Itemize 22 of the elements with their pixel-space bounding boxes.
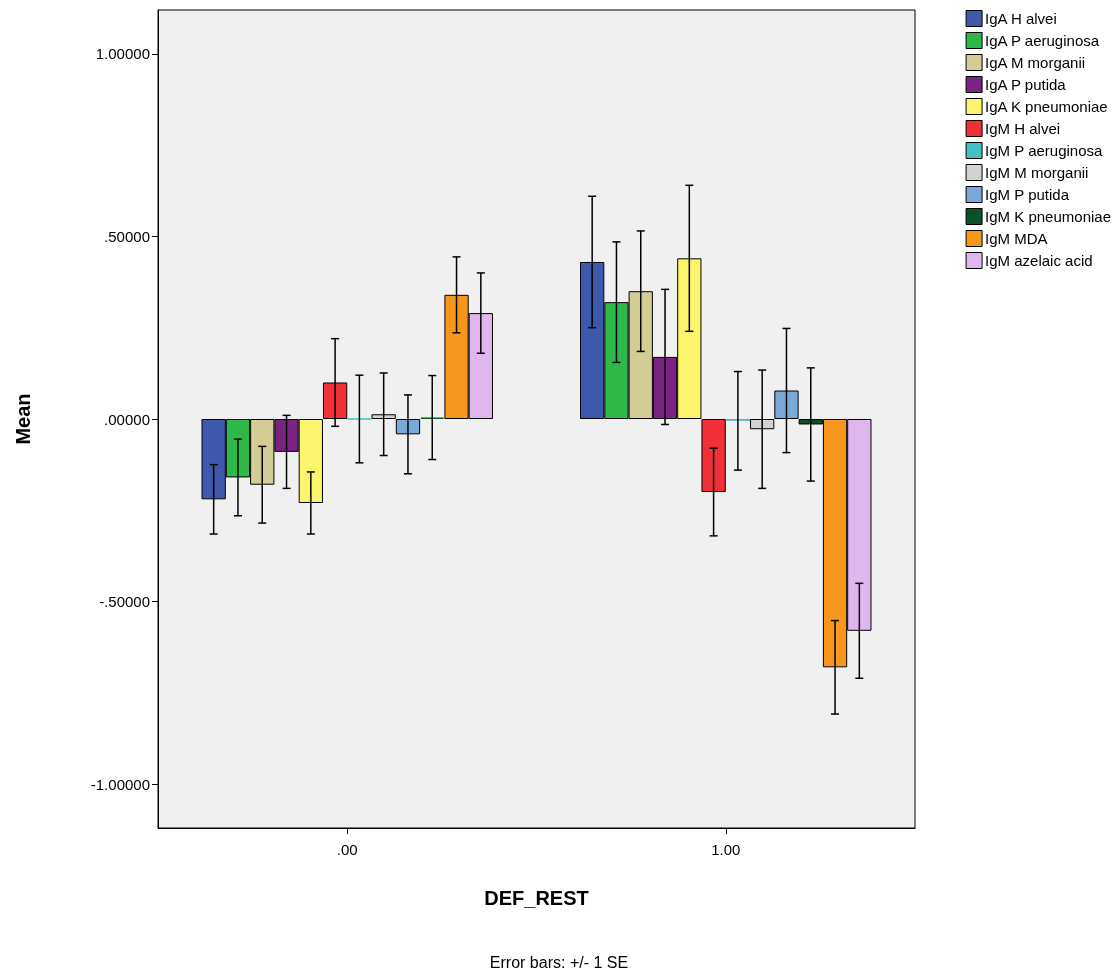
- legend-label: IgM M morganii: [985, 164, 1089, 181]
- legend-label: IgM H alvei: [985, 120, 1061, 137]
- y-axis-title: Mean: [12, 393, 34, 445]
- legend-label: IgA P aeruginosa: [985, 32, 1100, 49]
- text: Error bars: +/- 1 SE: [489, 953, 629, 971]
- legend-label: IgM azelaic acid: [985, 252, 1093, 269]
- legend-label: IgM P aeruginosa: [985, 142, 1104, 159]
- x-tick-label: 1.00: [711, 841, 741, 858]
- y-tick-label: 1.00000: [95, 45, 150, 63]
- y-tick-label: .00000: [104, 410, 150, 428]
- legend-label: IgA H alvei: [985, 10, 1057, 27]
- legend-label: IgA K pneumoniae: [985, 98, 1108, 115]
- x-axis-title: DEF_REST: [484, 887, 589, 909]
- legend-label: IgM P putida: [985, 186, 1070, 203]
- legend-label: IgA P putida: [985, 76, 1067, 93]
- y-tick-label: .50000: [104, 227, 150, 245]
- legend-label: IgM K pneumoniae: [985, 208, 1112, 225]
- legend-label: IgA M morganii: [985, 54, 1086, 71]
- y-tick-label: -1.00000: [90, 775, 150, 793]
- y-tick-label: -.50000: [99, 593, 150, 611]
- legend-label: IgM MDA: [985, 230, 1048, 247]
- x-tick-label: .00: [336, 841, 358, 858]
